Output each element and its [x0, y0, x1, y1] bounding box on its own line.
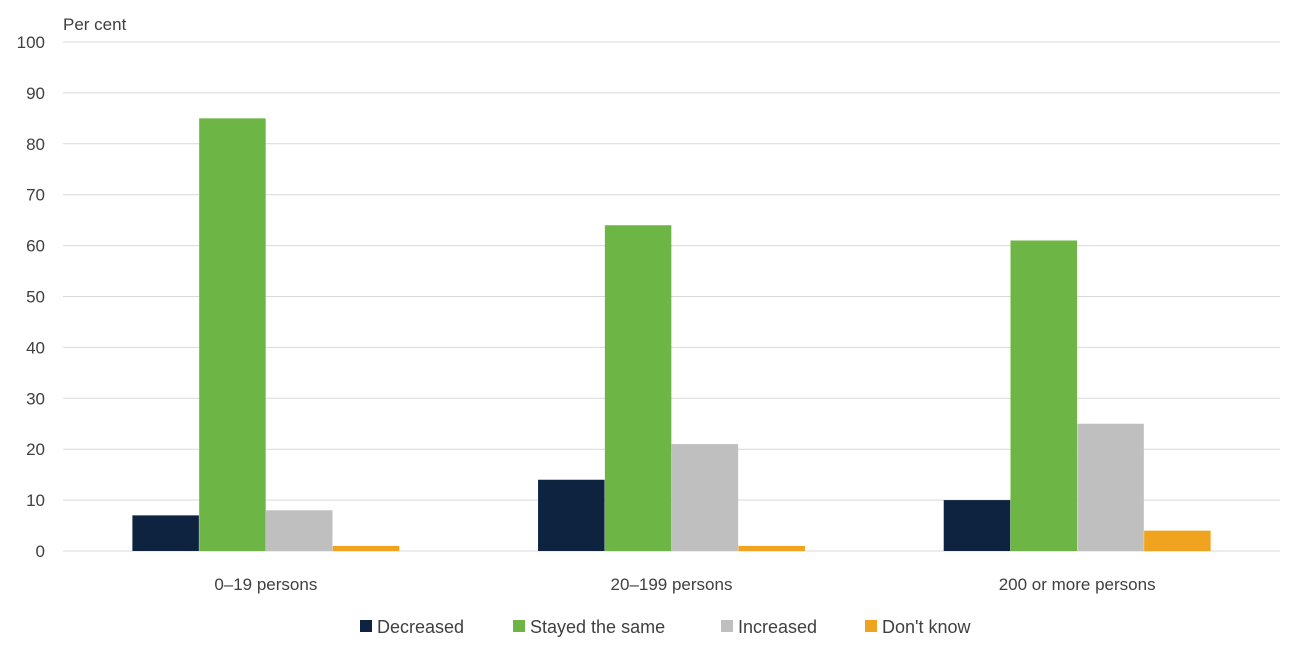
legend-label: Stayed the same: [530, 617, 665, 637]
y-tick-label: 20: [26, 440, 45, 459]
bar-increased-2: [1077, 423, 1144, 551]
legend-swatch: [865, 620, 877, 632]
y-tick-label: 30: [26, 389, 45, 408]
bar-don-t-know-1: [738, 545, 805, 551]
x-axis-categories: 0–19 persons 20–199 persons 200 or more pe…: [214, 575, 1155, 594]
y-tick-label: 50: [26, 288, 45, 307]
y-tick-label: 80: [26, 135, 45, 154]
y-tick-label: 60: [26, 237, 45, 256]
bar-don-t-know-0: [332, 545, 400, 551]
bar-don-t-know-2: [1144, 530, 1211, 551]
legend-label: Decreased: [377, 617, 464, 637]
legend-swatch: [513, 620, 525, 632]
legend: Decreased Stayed the same Increased Don't k…: [360, 617, 971, 637]
legend-swatch: [360, 620, 372, 632]
y-axis-ticks: 0 10 20 30 40 50 60 70 80 90 100: [17, 33, 45, 561]
x-category-label: 20–199 persons: [611, 575, 733, 594]
gridlines: [63, 41, 1280, 552]
y-axis-label: Per cent: [63, 15, 127, 34]
y-tick-label: 40: [26, 338, 45, 357]
bar-decreased-0: [132, 515, 199, 551]
y-tick-label: 70: [26, 186, 45, 205]
bar-increased-0: [265, 510, 333, 551]
bar-decreased-2: [943, 500, 1011, 551]
bars: [132, 118, 1211, 552]
y-tick-label: 90: [26, 84, 45, 103]
legend-label: Don't know: [882, 617, 971, 637]
y-tick-label: 100: [17, 33, 45, 52]
x-category-label: 0–19 persons: [214, 575, 317, 594]
bar-stayed-the-same-1: [604, 225, 672, 552]
y-tick-label: 10: [26, 491, 45, 510]
legend-swatch: [721, 620, 733, 632]
bar-stayed-the-same-0: [199, 118, 266, 551]
bar-stayed-the-same-2: [1010, 240, 1078, 551]
legend-label: Increased: [738, 617, 817, 637]
x-category-label: 200 or more persons: [999, 575, 1156, 594]
bar-decreased-1: [538, 479, 605, 551]
y-tick-label: 0: [36, 542, 45, 561]
bar-increased-1: [671, 444, 739, 551]
